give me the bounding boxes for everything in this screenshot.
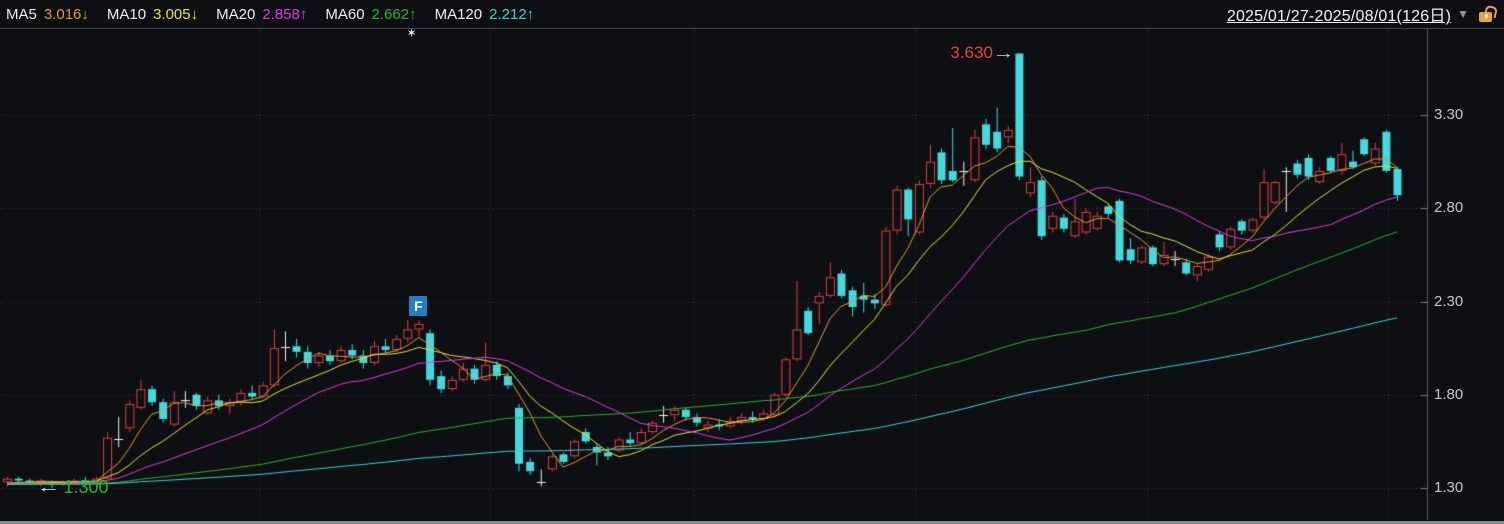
legend-ma10-value: 3.005↓ <box>153 5 199 23</box>
max-price-label: 3.630 <box>950 43 993 63</box>
legend-ma5-value: 3.016↓ <box>43 5 89 23</box>
legend-ma5-label: MA5 <box>6 5 37 23</box>
legend-ma60-label: MA60 <box>325 5 365 23</box>
max-price-annotation: 3.630 → <box>919 43 1014 63</box>
legend-ma20-label: MA20 <box>216 5 256 23</box>
star-marker-icon: ✶ <box>406 26 417 40</box>
lock-open-icon[interactable] <box>1478 4 1499 23</box>
legend-ma120-label: MA120 <box>434 5 483 23</box>
event-flag-marker[interactable]: F <box>409 296 428 317</box>
legend-ma60: MA60 2.662↑ <box>325 6 416 23</box>
y-axis-label: 1.80 <box>1434 386 1464 403</box>
legend-ma60-value: 2.662↑ <box>371 5 417 23</box>
legend-ma10-label: MA10 <box>106 5 147 23</box>
legend-ma20: MA20 2.858↑ <box>216 6 307 23</box>
y-axis-label: 2.80 <box>1434 199 1464 216</box>
legend-ma10: MA10 3.005↓ <box>107 6 198 23</box>
y-axis-label: 3.30 <box>1434 106 1464 123</box>
legend-ma120-value: 2.212↑ <box>489 5 535 23</box>
y-axis-label: 2.30 <box>1434 293 1464 310</box>
legend-ma20-value: 2.858↑ <box>262 5 308 23</box>
date-range-control[interactable]: 2025/01/27-2025/08/01(126日) ▼ <box>1227 2 1504 26</box>
y-axis-label: 1.30 <box>1434 479 1464 496</box>
arrow-right-icon: → <box>992 44 1015 62</box>
chart-header: MA5 3.016↓ MA10 3.005↓ MA20 2.858↑ MA60 … <box>0 0 1504 29</box>
legend-ma5: MA5 3.016↓ <box>6 6 89 23</box>
min-price-label: 1.300 <box>63 477 109 497</box>
min-price-annotation: ← 1.300 <box>37 477 109 498</box>
lock-body <box>1479 11 1492 22</box>
legend-ma120: MA120 2.212↑ <box>435 6 535 23</box>
dropdown-caret-icon[interactable]: ▼ <box>1457 7 1469 21</box>
date-range-label[interactable]: 2025/01/27-2025/08/01(126日) <box>1226 8 1452 25</box>
arrow-left-icon: ← <box>36 479 61 496</box>
bottom-edge <box>0 521 1504 524</box>
lock-keyhole <box>1485 13 1488 18</box>
